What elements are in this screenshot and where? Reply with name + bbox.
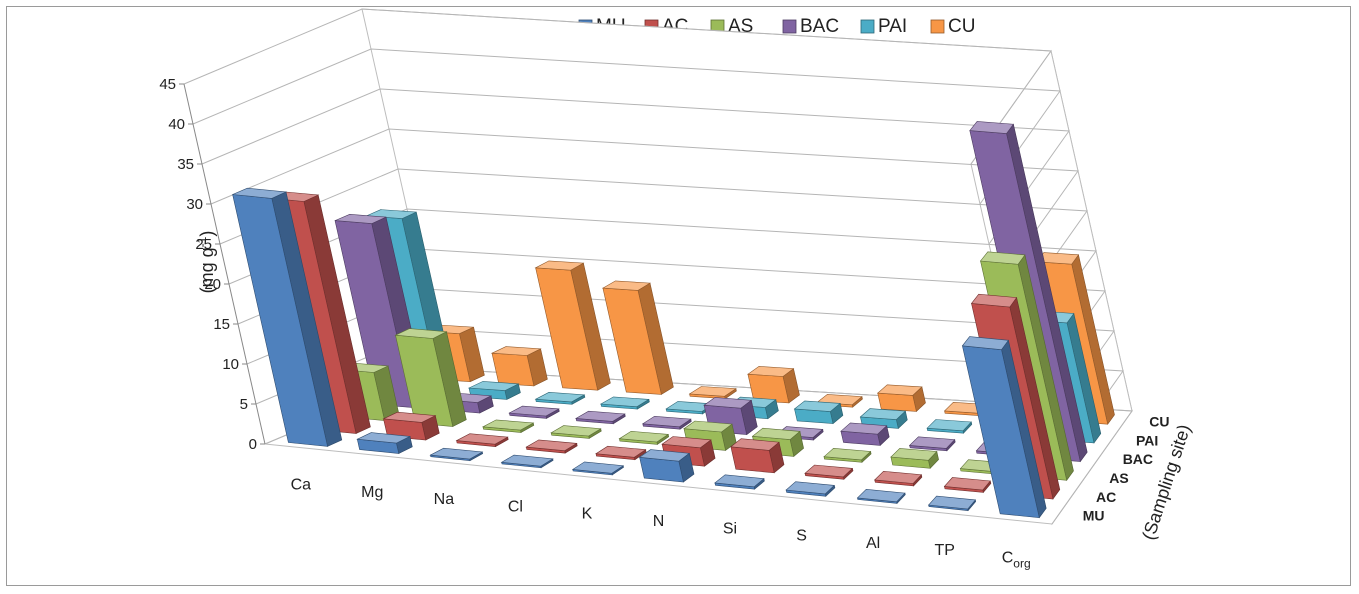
bar: [525, 439, 578, 454]
bar: [481, 419, 535, 433]
category-labels: Ca Mg Na Cl K N Si S Al TP Corg: [291, 477, 1031, 571]
gridline: [201, 88, 1070, 245]
y-axis-title: (mg g-1): [195, 231, 217, 294]
category-label: S: [796, 528, 807, 545]
y-axis-ticks: 0 5 10 15 20 25 30 35 40 45: [159, 76, 257, 453]
legend-item: CU: [930, 16, 975, 37]
y-tick-label: 25: [195, 236, 212, 253]
legend-swatch: [782, 19, 797, 34]
legend-swatch: [860, 19, 875, 34]
y-tick-label: 40: [168, 116, 185, 133]
bar: [575, 410, 626, 425]
category-label: Si: [723, 520, 737, 537]
y-tick-label: 0: [249, 436, 257, 453]
bar: [232, 187, 343, 447]
bar: [618, 430, 670, 445]
gridline: [210, 128, 1079, 285]
bar: [455, 433, 509, 448]
bar: [926, 419, 973, 434]
bar: [638, 449, 695, 483]
bar: [601, 280, 674, 395]
bar: [429, 447, 484, 462]
bar: [534, 391, 586, 405]
bar: [599, 396, 650, 410]
bar: [467, 381, 521, 400]
bar: [785, 481, 836, 497]
legend-item: PAI: [860, 16, 907, 37]
y-tick-label: 5: [240, 396, 248, 413]
bar: [534, 260, 611, 391]
bar: [356, 432, 413, 454]
bar: [490, 346, 548, 387]
bar: [595, 445, 647, 461]
bar: [859, 408, 908, 429]
bar: [961, 336, 1047, 519]
category-label: Corg: [1002, 549, 1031, 570]
bar: [508, 405, 560, 419]
bar: [793, 400, 844, 425]
bar: [874, 470, 923, 487]
site-label: AC: [1096, 489, 1116, 505]
gridline: [192, 48, 1061, 205]
site-label: CU: [1149, 413, 1169, 429]
legend-item: BAC: [782, 16, 839, 37]
y-tick-label: 20: [204, 276, 221, 293]
bar: [943, 477, 992, 494]
bar: [641, 415, 692, 430]
bars: [232, 121, 1115, 519]
bar: [500, 454, 554, 469]
bar: [908, 436, 956, 452]
bar: [747, 366, 800, 404]
legend-label: CU: [948, 16, 975, 37]
bar: [890, 448, 939, 469]
y-tick-label: 30: [186, 196, 203, 213]
legend-label: PAI: [878, 16, 907, 37]
bar: [550, 425, 602, 439]
bar: [927, 495, 977, 512]
bar: [730, 438, 785, 474]
site-labels: MU AC AS BAC PAI CU: [1083, 413, 1170, 523]
y-tick-label: 15: [213, 316, 230, 333]
site-label: PAI: [1136, 432, 1158, 448]
category-label: TP: [934, 542, 954, 559]
gridline: [183, 8, 1052, 165]
category-label: K: [582, 506, 593, 523]
bar: [876, 384, 926, 412]
category-label: Cl: [508, 499, 523, 516]
legend-label: BAC: [800, 16, 839, 37]
category-label: Na: [434, 491, 455, 508]
bar: [840, 422, 890, 446]
bar: [683, 420, 737, 451]
bar: [856, 488, 906, 505]
bar: [823, 447, 872, 463]
category-label: N: [653, 513, 665, 530]
category-label: Ca: [291, 477, 312, 494]
bar: [714, 474, 765, 490]
y-tick-label: 10: [222, 356, 239, 373]
site-label: BAC: [1123, 451, 1153, 467]
chart-frame: MU AC AS BAC PAI CU 0 5 10 15 20 25 30 35 40 45 Ca Mg Na…: [6, 6, 1351, 586]
chart: MU AC AS BAC PAI CU 0 5 10 15 20 25 30 35 40 45 Ca Mg Na…: [159, 8, 1194, 571]
y-tick-label: 35: [177, 156, 194, 173]
bar: [571, 461, 625, 476]
legend-swatch: [930, 19, 945, 34]
category-label: Mg: [361, 484, 383, 501]
site-label: MU: [1083, 508, 1105, 524]
bar: [394, 328, 467, 427]
y-tick-label: 45: [159, 76, 176, 93]
y-axis-line: [183, 83, 266, 445]
bar: [804, 464, 854, 480]
site-label: AS: [1109, 470, 1128, 486]
category-label: Al: [866, 535, 880, 552]
